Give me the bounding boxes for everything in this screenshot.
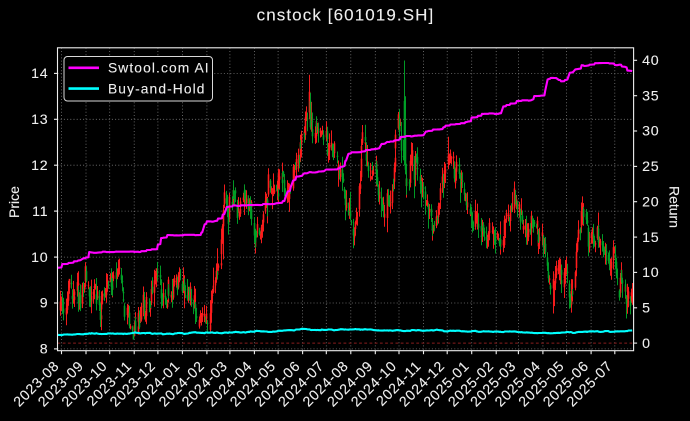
svg-text:11: 11	[32, 204, 48, 220]
svg-text:13: 13	[31, 112, 48, 128]
svg-text:10: 10	[31, 250, 48, 266]
svg-text:5: 5	[642, 300, 651, 316]
svg-text:12: 12	[31, 158, 48, 174]
svg-text:30: 30	[642, 124, 659, 140]
svg-text:10: 10	[642, 265, 659, 281]
svg-text:40: 40	[642, 53, 659, 69]
svg-text:15: 15	[642, 230, 659, 246]
svg-text:20: 20	[642, 194, 659, 210]
svg-text:9: 9	[40, 296, 49, 312]
svg-text:14: 14	[31, 66, 48, 82]
svg-text:35: 35	[642, 88, 659, 104]
svg-text:Swtool.com AI: Swtool.com AI	[108, 61, 210, 76]
svg-text:8: 8	[40, 342, 49, 358]
svg-text:0: 0	[642, 336, 651, 352]
svg-text:Buy-and-Hold: Buy-and-Hold	[108, 81, 206, 96]
svg-text:Price: Price	[6, 186, 22, 218]
svg-text:Return: Return	[667, 186, 683, 228]
svg-text:cnstock [601019.SH]: cnstock [601019.SH]	[257, 6, 435, 25]
svg-text:25: 25	[642, 159, 659, 175]
